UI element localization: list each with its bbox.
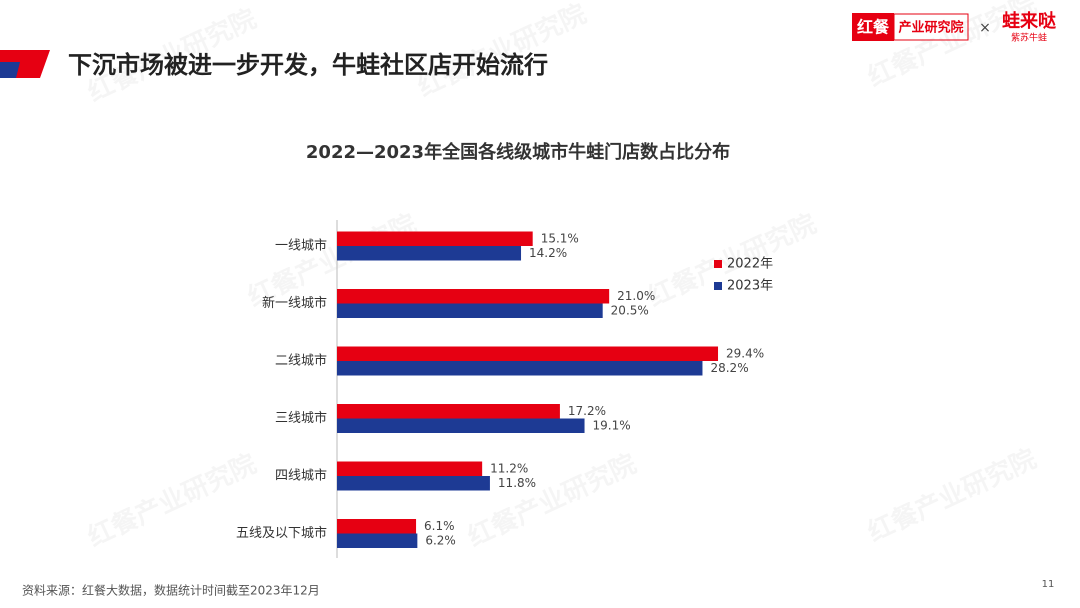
data-label: 17.2% [568, 404, 606, 418]
page-number: 11 [1042, 579, 1055, 590]
footer-source: 资料来源：红餐大数据，数据统计时间截至2023年12月 [22, 583, 320, 598]
chart-title: 2022—2023年全国各线级城市牛蛙门店数占比分布 [306, 141, 730, 163]
bar [337, 461, 483, 476]
y-tick-label: 五线及以下城市 [236, 525, 327, 541]
logo-sub-box [893, 13, 969, 41]
data-label: 6.1% [424, 519, 455, 533]
legend-label: 2023年 [727, 279, 773, 294]
slide-title: 下沉市场被进一步开发，牛蛙社区店开始流行 [68, 51, 548, 79]
title-accent-blue [0, 62, 20, 78]
bar [337, 346, 719, 361]
bar [337, 519, 417, 534]
bar [337, 361, 703, 376]
data-label: 19.1% [593, 418, 631, 432]
legend-swatch [714, 282, 722, 290]
logo-right: 蛙来哒 [1002, 10, 1056, 32]
bar [337, 533, 418, 548]
watermark: 红餐产业研究院 [83, 448, 261, 553]
y-tick-label: 一线城市 [275, 238, 327, 254]
y-tick-label: 四线城市 [275, 468, 327, 484]
y-tick-label: 二线城市 [275, 353, 327, 369]
data-label: 15.1% [541, 231, 579, 245]
y-tick-label: 三线城市 [275, 410, 327, 426]
legend-swatch [714, 260, 722, 268]
bar [337, 246, 522, 261]
data-label: 21.0% [617, 289, 655, 303]
logo-left-sub: 产业研究院 [898, 20, 963, 36]
logo-left: 红餐 [857, 18, 890, 37]
data-label: 11.8% [498, 476, 536, 490]
bar [337, 231, 533, 246]
data-label: 14.2% [529, 246, 567, 260]
logo-separator: × [979, 20, 991, 36]
bar [337, 418, 585, 433]
data-label: 6.2% [425, 533, 456, 547]
logo-right-sub: 紫苏牛蛙 [1011, 32, 1047, 44]
bar [337, 303, 603, 318]
watermark: 红餐产业研究院 [863, 443, 1041, 548]
data-label: 20.5% [611, 303, 649, 317]
data-label: 28.2% [710, 361, 748, 375]
y-tick-label: 新一线城市 [262, 295, 327, 311]
bar [337, 289, 610, 304]
legend-label: 2022年 [727, 257, 773, 272]
bar [337, 404, 560, 419]
data-label: 11.2% [490, 461, 528, 475]
data-label: 29.4% [726, 346, 764, 360]
bar [337, 476, 490, 491]
logo-box [852, 13, 894, 41]
